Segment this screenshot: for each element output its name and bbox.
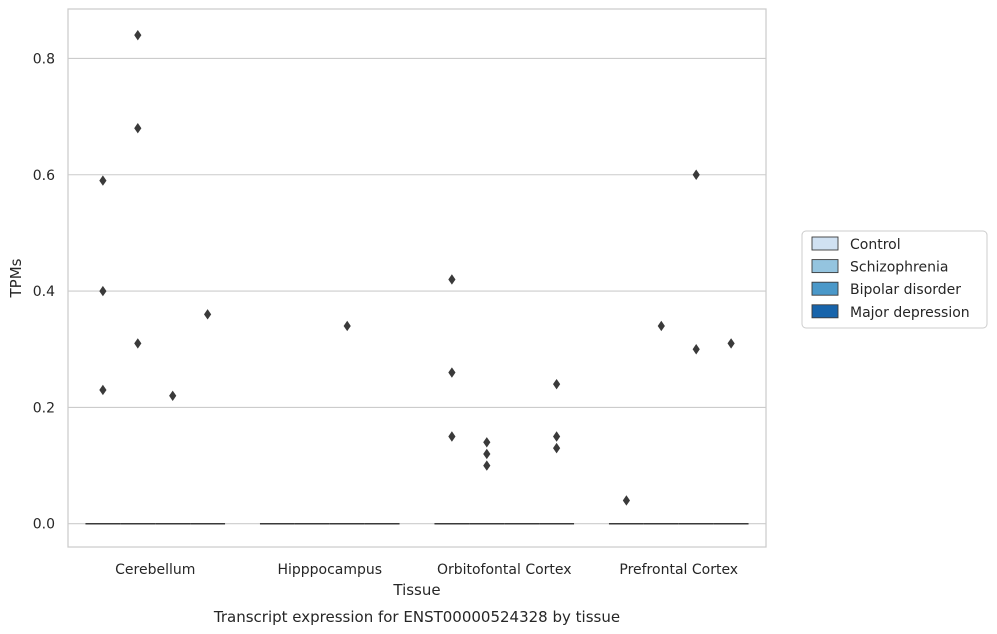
outlier-point bbox=[99, 175, 107, 186]
outlier-point bbox=[99, 384, 107, 396]
legend-swatch bbox=[811, 259, 839, 274]
outlier-point bbox=[448, 367, 456, 378]
legend-label: Schizophrenia bbox=[850, 260, 948, 276]
x-tick-label: Cerebellum bbox=[115, 562, 195, 578]
y-tick-label: 0.2 bbox=[33, 400, 55, 416]
outlier-point bbox=[483, 448, 491, 460]
outlier-point bbox=[204, 309, 212, 320]
outlier-point bbox=[448, 431, 456, 442]
y-tick-label: 0.8 bbox=[33, 51, 55, 67]
outlier-point bbox=[483, 460, 491, 471]
legend-label: Bipolar disorder bbox=[850, 282, 961, 298]
plot-frame bbox=[67, 8, 767, 548]
outlier-point bbox=[692, 169, 700, 180]
outlier-points bbox=[99, 29, 735, 506]
y-tick-labels: 0.0 0.2 0.4 0.6 0.8 bbox=[33, 51, 55, 532]
x-tick-labels: Cerebellum Hipppocampus Orbitofontal Corte… bbox=[115, 562, 738, 578]
outlier-point bbox=[134, 29, 142, 41]
outlier-point bbox=[553, 431, 561, 442]
x-tick-label: Hipppocampus bbox=[277, 562, 382, 578]
outlier-point bbox=[657, 320, 665, 332]
legend-swatch bbox=[811, 236, 839, 251]
chart-caption: Transcript expression for ENST0000052432… bbox=[213, 608, 620, 626]
y-axis-label: TPMs bbox=[7, 258, 25, 298]
y-tick-label: 0.0 bbox=[33, 517, 55, 533]
outlier-point bbox=[483, 437, 491, 448]
x-axis-label: Tissue bbox=[392, 581, 440, 599]
x-tick-label: Orbitofontal Cortex bbox=[437, 562, 572, 578]
legend-label: Control bbox=[850, 237, 901, 253]
outlier-point bbox=[169, 390, 177, 401]
outlier-point bbox=[343, 320, 351, 332]
legend-label: Major depression bbox=[850, 305, 970, 321]
outlier-point bbox=[553, 378, 561, 390]
legend-swatch bbox=[811, 281, 839, 296]
legend: Control Schizophrenia Bipolar disorder Majo… bbox=[801, 230, 988, 329]
outlier-point bbox=[448, 274, 456, 285]
outlier-point bbox=[692, 344, 700, 355]
y-tick-label: 0.6 bbox=[33, 168, 55, 184]
legend-frame bbox=[801, 230, 988, 329]
x-tick-label: Prefrontal Cortex bbox=[619, 562, 738, 578]
outlier-point bbox=[134, 338, 142, 349]
gridlines bbox=[68, 57, 766, 525]
outlier-point bbox=[622, 495, 630, 506]
legend-swatch bbox=[811, 304, 839, 319]
outlier-point bbox=[553, 442, 561, 454]
outlier-point bbox=[99, 285, 107, 297]
outlier-point bbox=[134, 123, 142, 134]
outlier-point bbox=[727, 338, 735, 349]
y-tick-label: 0.4 bbox=[33, 284, 55, 300]
